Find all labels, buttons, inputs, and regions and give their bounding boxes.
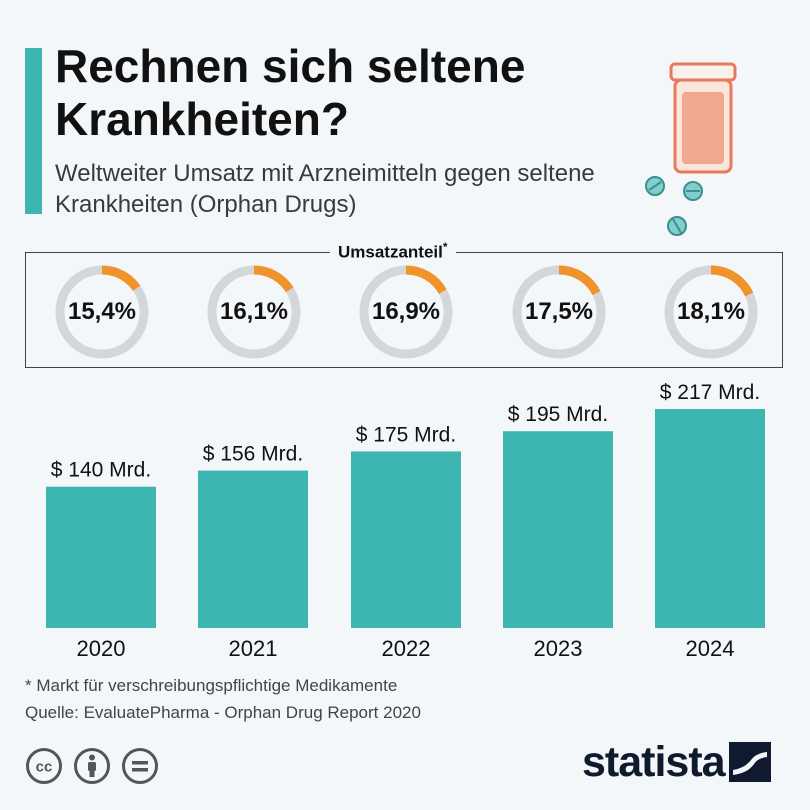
x-tick-label: 2021	[229, 636, 278, 661]
by-icon[interactable]	[73, 747, 111, 785]
cc-icon[interactable]: cc	[25, 747, 63, 785]
donut-share-slice	[664, 265, 758, 359]
bar-value-label: $ 156 Mrd.	[203, 443, 303, 466]
donut-value-label: 18,1%	[676, 298, 746, 325]
x-tick-label: 2023	[534, 636, 583, 661]
footnote-text: * Markt für verschreibungspflichtige Med…	[25, 676, 398, 695]
bar-value-label: $ 175 Mrd.	[356, 423, 456, 446]
revenue-bar-chart: $ 140 Mrd. 2020 $ 156 Mrd. 2021 $ 175 Mrd. 20…	[46, 381, 765, 661]
page-title: Rechnen sich seltene Krankheiten?	[55, 40, 526, 145]
revenue-bar	[351, 451, 461, 628]
pill-icon	[645, 176, 665, 196]
statista-logo-icon	[728, 742, 771, 782]
revenue-bar	[503, 431, 613, 628]
pill-icon	[667, 216, 687, 236]
donut-share-slice	[55, 265, 149, 359]
revenue-bar	[46, 486, 156, 628]
share-donut	[359, 265, 453, 359]
title-accent-bar	[25, 48, 42, 214]
statista-logo[interactable]: statista	[582, 738, 771, 786]
share-donut	[664, 265, 758, 359]
x-tick-label: 2022	[382, 636, 431, 661]
share-donut	[512, 265, 606, 359]
bottle-cap	[669, 62, 737, 82]
bar-value-label: $ 140 Mrd.	[51, 459, 151, 482]
share-donut	[55, 265, 149, 359]
donut-share-slice	[207, 265, 301, 359]
pill-icon	[683, 181, 703, 201]
footnotes: * Markt für verschreibungspflichtige Med…	[25, 672, 421, 726]
donut-share-slice	[512, 265, 606, 359]
share-donut	[207, 265, 301, 359]
x-tick-label: 2024	[686, 636, 735, 661]
svg-text:cc: cc	[36, 759, 53, 776]
revenue-bar	[655, 409, 765, 628]
page-subtitle: Weltweiter Umsatz mit Arzneimitteln gege…	[55, 160, 595, 218]
donut-value-label: 16,1%	[219, 298, 289, 325]
nd-icon[interactable]	[121, 747, 159, 785]
share-panel-title: Umsatzanteil*	[330, 240, 456, 263]
source-text: Quelle: EvaluatePharma - Orphan Drug Rep…	[25, 703, 421, 722]
revenue-bar	[198, 470, 308, 628]
x-tick-label: 2020	[77, 636, 126, 661]
donut-share-slice	[359, 265, 453, 359]
donut-value-label: 15,4%	[67, 298, 137, 325]
donut-value-label: 17,5%	[524, 298, 594, 325]
bar-value-label: $ 195 Mrd.	[508, 403, 608, 426]
bar-value-label: $ 217 Mrd.	[660, 381, 760, 404]
pill-bottle-illustration	[645, 62, 737, 236]
donut-value-label: 16,9%	[371, 298, 441, 325]
bottle-label	[682, 92, 724, 164]
